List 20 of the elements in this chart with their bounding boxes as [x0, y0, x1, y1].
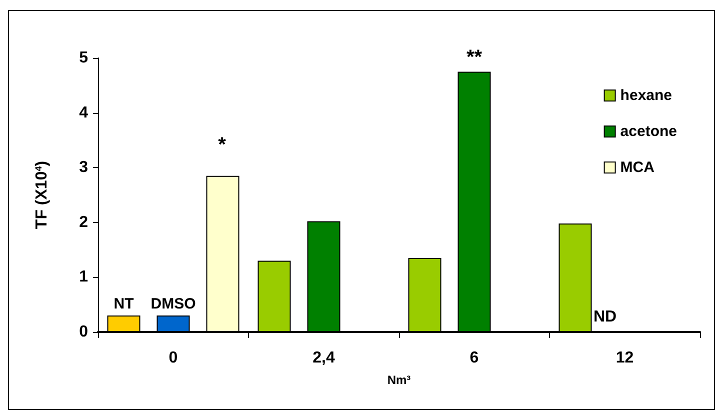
x-tick-label: 12 — [616, 350, 634, 366]
series-label: NT — [114, 296, 134, 313]
legend-label: MCA — [620, 159, 655, 176]
y-tick-label: 5 — [79, 50, 88, 66]
y-tick-label: 2 — [79, 214, 88, 231]
x-axis-title: Nm³ — [387, 373, 411, 387]
annotation: * — [218, 134, 226, 156]
legend-label: acetone — [620, 123, 678, 140]
annotation: ** — [466, 46, 482, 69]
series-label: DMSO — [150, 296, 196, 313]
y-tick-label: 0 — [79, 324, 88, 340]
annotation: ND — [593, 308, 617, 326]
y-tick-label: 3 — [79, 159, 88, 176]
y-tick-label: 4 — [79, 104, 88, 122]
y-axis-title: TF (X104) — [34, 160, 50, 230]
y-tick-label: 1 — [79, 268, 88, 286]
x-tick-label: 6 — [470, 350, 479, 366]
x-tick-label: 2,4 — [312, 350, 335, 366]
x-tick-label: 0 — [168, 350, 178, 366]
legend-label: hexane — [620, 87, 672, 104]
